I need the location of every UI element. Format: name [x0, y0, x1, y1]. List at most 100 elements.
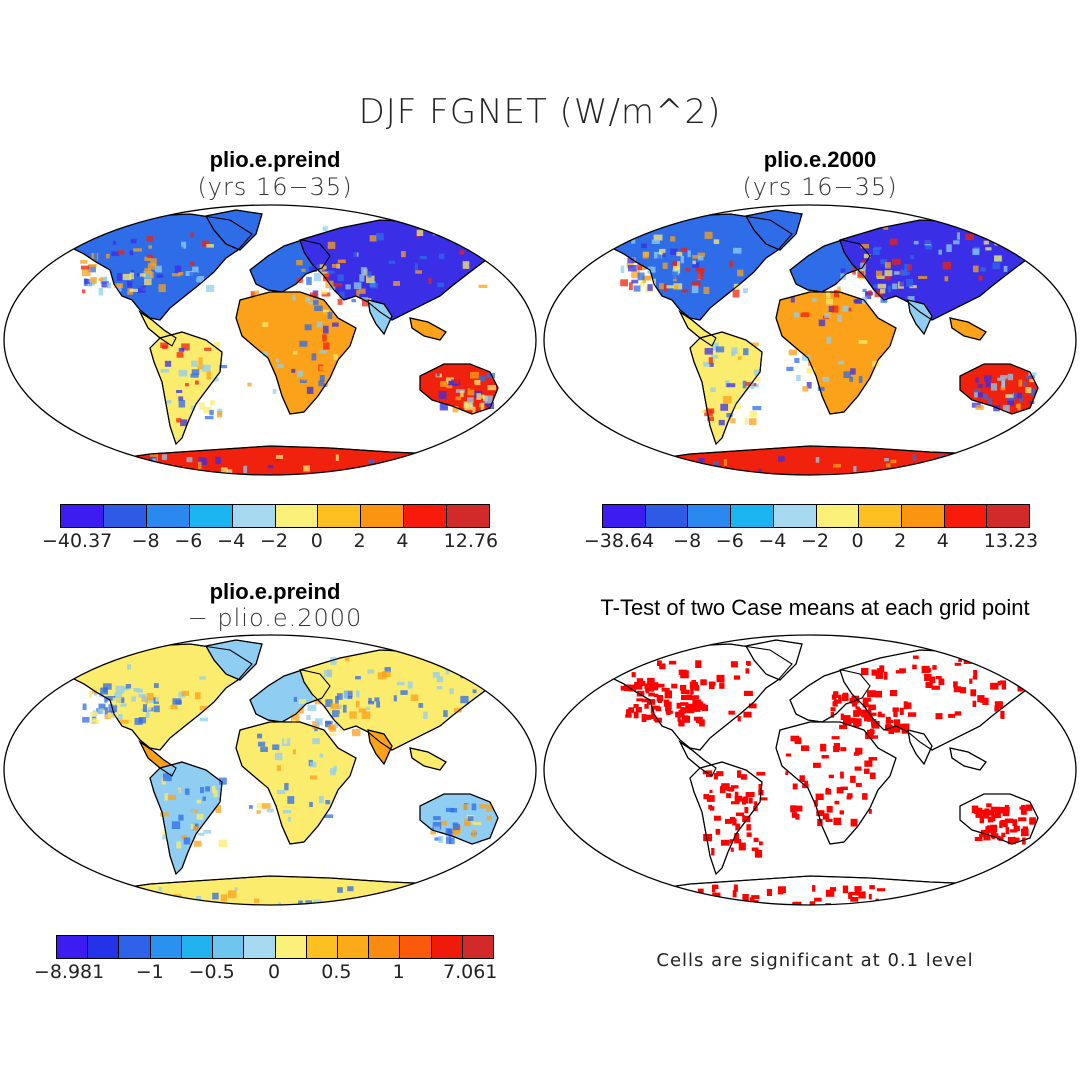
panel-subtitle-top-right: (yrs 16−35)	[742, 173, 898, 201]
grid-cell	[944, 276, 949, 282]
grid-cell	[196, 896, 202, 903]
coastline-africa	[235, 721, 357, 845]
grid-cell	[197, 365, 204, 370]
grid-cell	[90, 711, 98, 717]
grid-cell	[956, 232, 960, 240]
significant-cell	[850, 897, 859, 902]
significant-cell	[953, 681, 958, 688]
grid-cell	[97, 708, 104, 715]
significant-cell	[996, 900, 1003, 905]
grid-cell	[220, 894, 228, 902]
grid-cell	[1002, 404, 1010, 412]
grid-cell	[187, 810, 196, 818]
grid-cell	[191, 360, 198, 367]
grid-cell	[247, 382, 252, 387]
grid-cell	[181, 835, 188, 840]
grid-cell	[181, 690, 189, 696]
grid-cell	[145, 711, 150, 718]
grid-cell	[442, 381, 447, 386]
significant-cell	[851, 695, 860, 704]
grid-cell	[330, 657, 337, 665]
grid-cell	[293, 350, 298, 355]
grid-cell	[620, 265, 625, 274]
colorbar-tick-label: −6	[174, 530, 203, 552]
grid-cell	[954, 467, 963, 475]
grid-cell	[378, 240, 385, 247]
grid-cell	[176, 841, 182, 849]
grid-cell	[752, 406, 762, 411]
grid-cell	[990, 383, 997, 391]
grid-cell	[631, 270, 640, 279]
grid-cell	[145, 705, 152, 711]
grid-cell	[283, 355, 291, 360]
grid-cell	[114, 283, 123, 288]
grid-cell	[973, 388, 980, 393]
grid-cell	[351, 298, 356, 303]
grid-cell	[210, 400, 215, 405]
significant-cell	[969, 678, 973, 684]
significant-cell	[744, 690, 753, 696]
grid-cell	[639, 281, 645, 287]
grid-cell	[81, 268, 91, 277]
grid-cell	[155, 697, 160, 702]
grid-cell	[195, 380, 199, 385]
grid-cell	[191, 779, 200, 785]
significant-cell	[973, 670, 978, 677]
significant-cell	[829, 887, 837, 892]
significant-cell	[708, 804, 713, 810]
grid-cell	[213, 341, 220, 348]
grid-cell	[627, 258, 635, 264]
grid-cell	[456, 459, 466, 465]
significant-cell	[879, 665, 885, 673]
significant-cell	[754, 801, 758, 807]
significant-cell	[825, 787, 829, 793]
grid-cell	[691, 285, 699, 294]
significant-cell	[861, 668, 869, 676]
grid-cell	[178, 814, 184, 821]
significant-cell	[712, 899, 720, 905]
grid-cell	[299, 340, 308, 347]
coastline-namerica	[69, 643, 253, 751]
grid-cell	[88, 264, 97, 268]
grid-cell	[662, 252, 666, 258]
grid-cell	[858, 376, 863, 383]
significant-cell	[734, 833, 739, 840]
significant-cell	[1010, 660, 1014, 666]
grid-cell	[106, 696, 116, 701]
grid-cell	[986, 225, 992, 233]
grid-cell	[826, 336, 832, 344]
grid-cell	[1000, 375, 1008, 379]
coastline-africa	[235, 291, 357, 415]
colorbar-swatch	[213, 936, 245, 958]
significant-cell	[952, 884, 962, 889]
significant-cell	[700, 679, 707, 686]
landmass-asia	[299, 219, 501, 321]
grid-cell	[190, 232, 194, 238]
grid-cell	[206, 284, 215, 292]
grid-cell	[419, 255, 427, 260]
grid-cell	[899, 280, 907, 287]
grid-cell	[402, 893, 409, 899]
grid-cell	[209, 409, 214, 416]
significant-cell	[854, 886, 862, 892]
colorbar-swatch	[431, 936, 463, 958]
significant-cell	[954, 662, 961, 666]
grid-cell	[440, 458, 447, 463]
significant-cell	[913, 655, 919, 659]
coastline-samerica	[149, 761, 223, 876]
map-panel-top-right	[543, 204, 1077, 476]
grid-cell	[298, 900, 303, 905]
grid-cell	[178, 347, 185, 352]
grid-cell	[163, 773, 172, 782]
grid-cell	[870, 351, 875, 359]
grid-cell	[467, 466, 472, 473]
grid-cell	[115, 685, 125, 694]
significant-cell	[743, 711, 752, 718]
grid-cell	[883, 226, 889, 230]
significant-cell	[671, 683, 678, 689]
grid-cell	[119, 703, 127, 707]
grid-cell	[166, 400, 172, 404]
grid-cell	[164, 360, 172, 367]
significant-cell	[814, 800, 818, 807]
grid-cell	[318, 380, 324, 387]
